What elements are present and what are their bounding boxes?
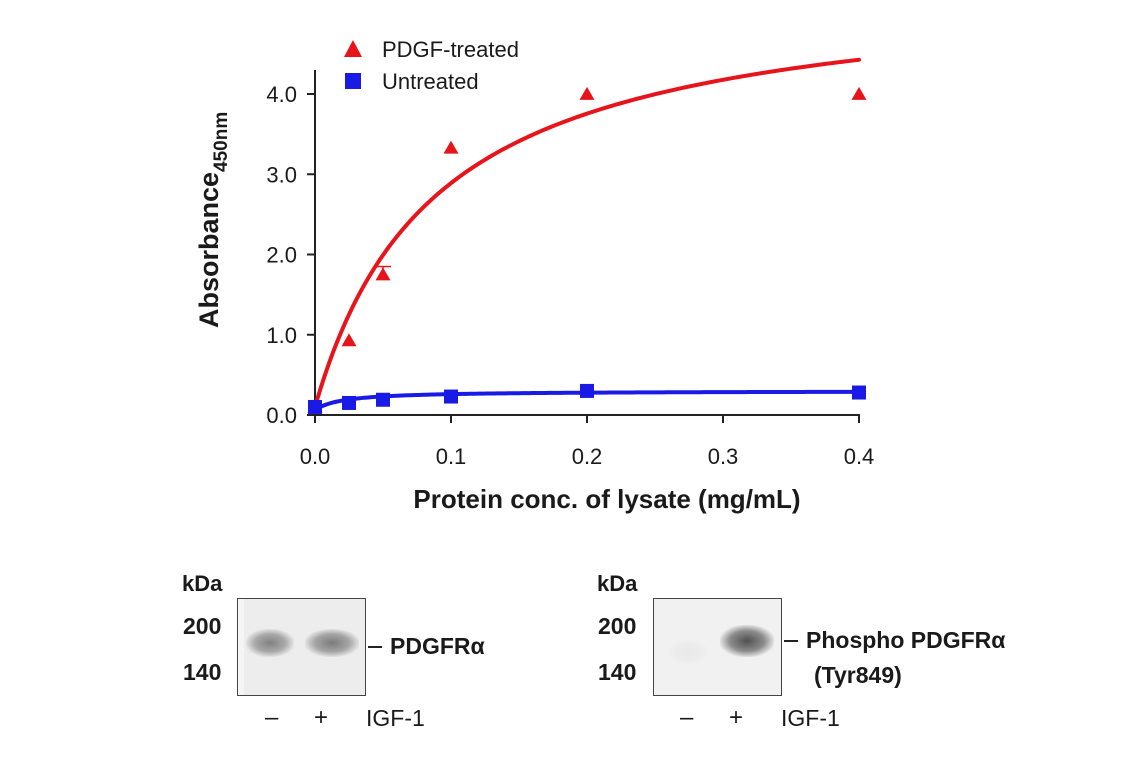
point-pdgf-treated — [579, 86, 595, 100]
point-untreated — [852, 385, 866, 400]
fit-curve-pdgf-treated — [313, 57, 861, 409]
point-pdgf-treated — [443, 140, 459, 154]
marker-140: 140 — [183, 659, 222, 685]
band-lane-plus — [305, 629, 359, 657]
x-axis-title: Protein conc. of lysate (mg/mL) — [413, 484, 800, 514]
blot-image — [237, 598, 366, 696]
band-label-line2: (Tyr849) — [814, 662, 902, 688]
treatment-label: IGF-1 — [366, 705, 425, 731]
x-tick-label: 0.0 — [300, 444, 331, 469]
legend: PDGF-treated Untreated — [344, 37, 519, 94]
lane-label-minus: – — [265, 704, 279, 731]
point-pdgf-treated — [851, 86, 867, 100]
y-tick-label: 0.0 — [266, 403, 297, 428]
x-tick-label: 0.3 — [708, 444, 739, 469]
band-lane-plus — [720, 625, 774, 657]
y-tick-label: 2.0 — [266, 243, 297, 268]
lane-label-plus: + — [729, 704, 744, 731]
marker-200: 200 — [598, 613, 637, 639]
x-tick-label: 0.2 — [572, 444, 603, 469]
kda-label: kDa — [597, 571, 638, 596]
x-tick-label: 0.4 — [844, 444, 875, 469]
axis-titles: Protein conc. of lysate (mg/mL) Absorban… — [194, 112, 801, 514]
blot-image — [653, 598, 782, 696]
axes: 0.0 1.0 2.0 3.0 4.0 0.0 0.1 0.2 0.3 0.4 — [266, 70, 874, 469]
legend-label-pdgf-treated: PDGF-treated — [382, 37, 519, 62]
lane-label-minus: – — [680, 704, 694, 731]
point-untreated — [308, 399, 322, 414]
band-lane-minus — [246, 629, 294, 657]
point-pdgf-treated — [375, 267, 391, 281]
y-tick-label: 4.0 — [266, 82, 297, 107]
kda-label: kDa — [182, 571, 223, 596]
band-pointer-line — [784, 640, 798, 642]
treatment-label: IGF-1 — [781, 705, 840, 731]
point-untreated — [580, 383, 594, 398]
lane-label-plus: + — [314, 704, 329, 731]
x-tick-label: 0.1 — [436, 444, 467, 469]
band-pointer-line — [368, 646, 382, 648]
legend-marker-pdgf-treated — [344, 40, 362, 57]
legend-label-untreated: Untreated — [382, 69, 479, 94]
point-untreated — [444, 389, 458, 404]
band-label: PDGFRα — [390, 633, 485, 659]
y-tick-label: 1.0 — [266, 323, 297, 348]
y-tick-label: 3.0 — [266, 162, 297, 187]
point-pdgf-treated — [341, 333, 357, 347]
y-axis-title: Absorbance450nm — [194, 112, 232, 328]
point-untreated — [342, 395, 356, 410]
legend-marker-untreated — [345, 73, 361, 89]
band-lane-minus — [668, 639, 708, 665]
y-axis-title-subscript: 450nm — [211, 112, 232, 172]
marker-140: 140 — [598, 659, 637, 685]
band-label: Phospho PDGFRα — [806, 627, 1006, 653]
absorbance-chart: 0.0 1.0 2.0 3.0 4.0 0.0 0.1 0.2 0.3 0.4 PDGF-trea… — [194, 37, 874, 514]
point-untreated — [376, 392, 390, 407]
data-points — [307, 86, 867, 414]
y-axis-title-main: Absorbance — [194, 172, 224, 328]
marker-200: 200 — [183, 613, 222, 639]
fit-curves — [313, 57, 861, 413]
